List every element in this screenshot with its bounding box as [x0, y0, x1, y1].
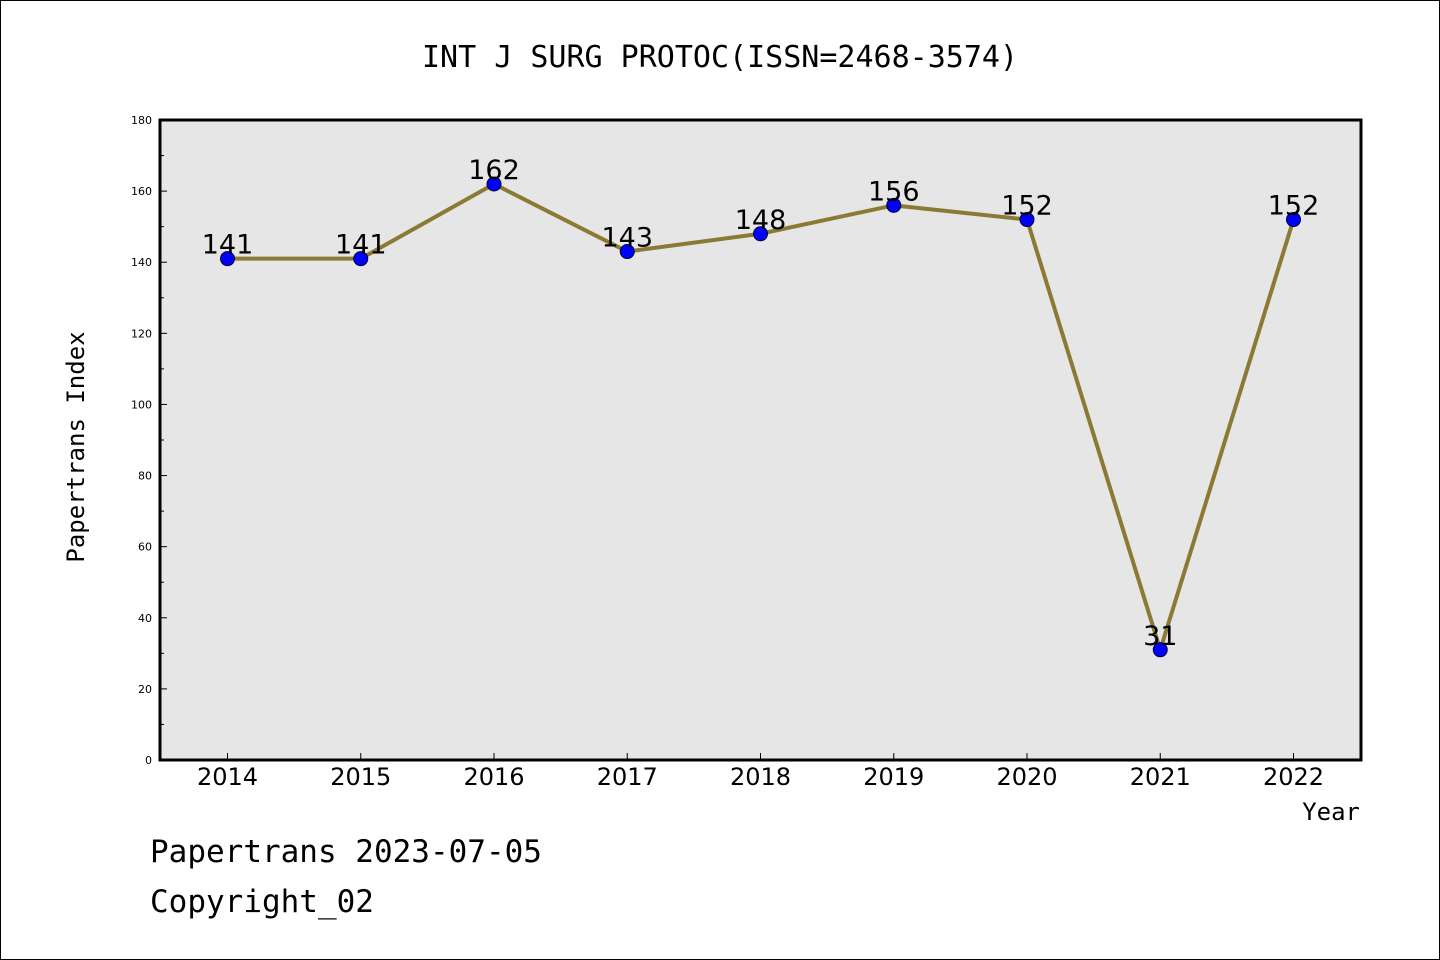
x-tick-label: 2021 — [1130, 763, 1191, 791]
footer-date-text: Papertrans 2023-07-05 — [150, 834, 542, 870]
y-tick-label: 100 — [131, 398, 152, 411]
data-label: 156 — [868, 176, 920, 207]
y-tick-label: 0 — [145, 754, 152, 767]
y-tick-label: 20 — [138, 683, 152, 696]
y-axis: 0 20 40 60 80 100 120 140 160 180 — [131, 114, 167, 767]
data-point-marker — [486, 176, 502, 192]
x-tick-label: 2014 — [197, 763, 258, 791]
data-point-marker — [220, 251, 235, 267]
data-label: 141 — [202, 230, 254, 261]
y-tick-label: 80 — [138, 470, 152, 483]
x-tick-label: 2016 — [463, 763, 524, 791]
data-label: 143 — [601, 223, 653, 254]
y-axis-label: Papertrans Index — [62, 331, 90, 562]
data-label: 162 — [468, 155, 520, 186]
data-point-marker — [1286, 212, 1301, 228]
y-tick-label: 140 — [131, 256, 152, 269]
data-point-marker — [353, 251, 369, 267]
y-tick-label: 160 — [131, 185, 152, 198]
x-tick-label: 2022 — [1263, 763, 1324, 791]
data-label: 152 — [1001, 191, 1053, 222]
data-point-marker — [1019, 212, 1035, 228]
x-tick-label: 2015 — [330, 763, 391, 791]
x-tick-label: 2018 — [730, 763, 791, 791]
data-point-marker — [753, 226, 768, 242]
data-label: 152 — [1268, 191, 1320, 222]
data-label: 141 — [335, 230, 387, 261]
x-axis-label: Year — [1302, 798, 1360, 826]
data-point-marker — [1152, 642, 1168, 658]
series-group — [220, 176, 1301, 658]
data-label: 31 — [1143, 621, 1177, 652]
y-tick-label: 180 — [131, 114, 152, 127]
footer-copyright-text: Copyright_02 — [150, 884, 374, 920]
x-tick-label: 2020 — [996, 763, 1057, 791]
chart-title: INT J SURG PROTOC(ISSN=2468-3574) — [422, 40, 1018, 75]
data-label: 148 — [735, 205, 787, 236]
y-tick-label: 120 — [131, 327, 152, 340]
x-tick-label: 2017 — [597, 763, 658, 791]
y-tick-label: 40 — [138, 612, 152, 625]
x-tick-label: 2019 — [863, 763, 924, 791]
data-labels: 141 141 162 143 148 156 152 31 152 — [202, 155, 1320, 652]
y-tick-label: 60 — [138, 541, 152, 554]
data-point-marker — [619, 244, 635, 260]
x-axis: 2014 2015 2016 2017 2018 2019 2020 2021 2022 — [197, 753, 1324, 791]
data-point-marker — [886, 197, 902, 213]
